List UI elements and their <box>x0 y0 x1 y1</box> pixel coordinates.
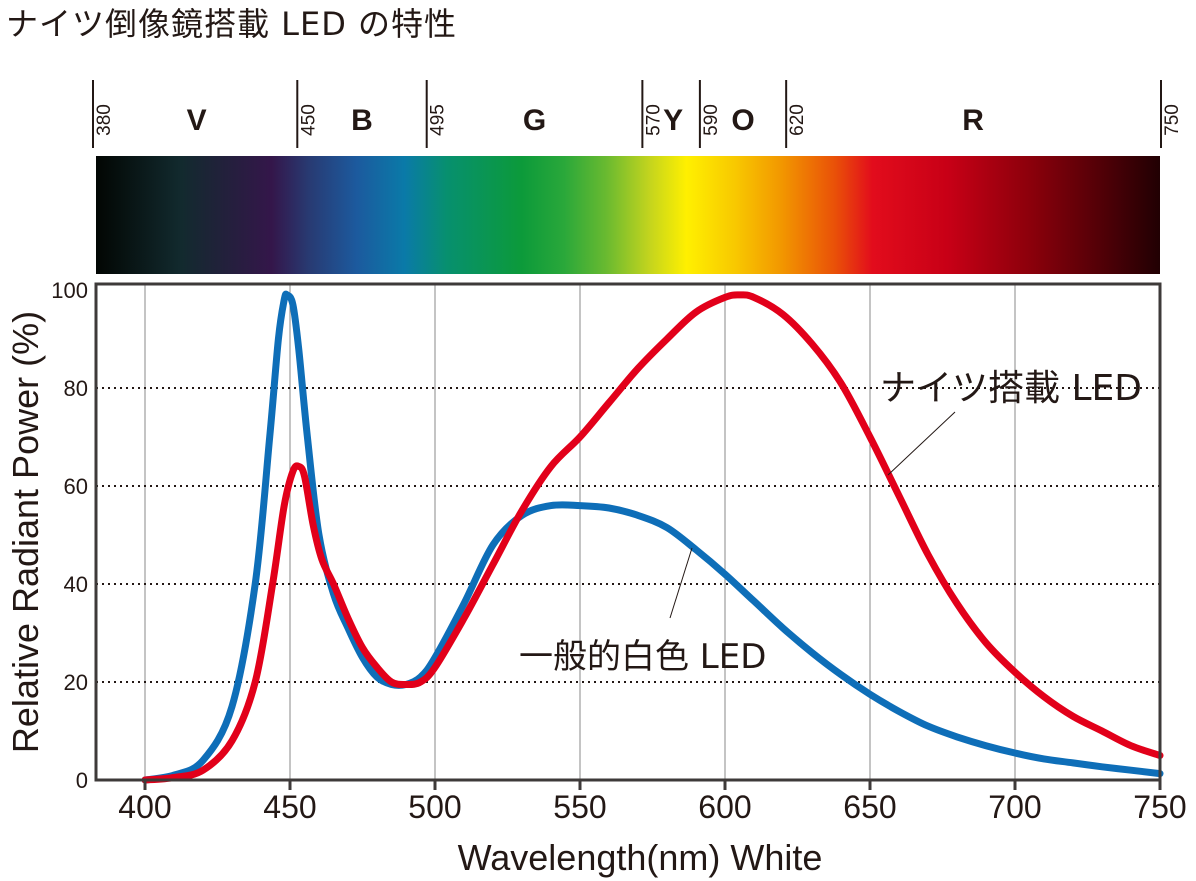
series-line-1 <box>141 290 1164 784</box>
band-letter-g: G <box>523 104 546 137</box>
axes: 400 450 500 550 600 650 700 750 0 20 40 60 80 100 Wave… <box>5 278 1187 878</box>
band-letter-b: B <box>351 104 373 137</box>
x-tick-label: 550 <box>553 789 606 825</box>
series-annotation: ナイツ搭載 LED <box>880 368 1142 409</box>
band-boundary-label: 450 <box>298 104 319 136</box>
y-tick-label: 60 <box>64 474 88 499</box>
band-boundary-label: 380 <box>94 104 115 136</box>
y-axis-label: Relative Radiant Power (%) <box>5 311 46 753</box>
x-tick-label: 450 <box>263 789 316 825</box>
series-lines <box>141 290 1164 784</box>
x-tick-label: 650 <box>843 789 896 825</box>
series-annotation: 一般的白色 LED <box>519 637 766 677</box>
y-tick-label: 40 <box>64 572 88 597</box>
band-boundary-label: 620 <box>787 104 808 136</box>
series-line-2 <box>141 291 1164 784</box>
plot-frame <box>94 282 1162 782</box>
y-tick-label: 0 <box>76 768 88 793</box>
x-tick-label: 400 <box>118 789 171 825</box>
y-tick-label: 20 <box>64 670 88 695</box>
x-tick-label: 600 <box>698 789 751 825</box>
band-boundary-label: 590 <box>701 104 722 136</box>
band-boundary-label: 495 <box>428 104 449 136</box>
annotations: ナイツ搭載 LED 一般的白色 LED <box>519 368 1142 677</box>
x-tick-label: 750 <box>1133 789 1186 825</box>
y-tick-label: 80 <box>64 376 88 401</box>
x-axis-label: Wavelength(nm) White <box>458 837 823 878</box>
spectrum-gradient <box>96 156 1160 274</box>
leader-line <box>669 547 693 619</box>
band-letter-y: Y <box>663 104 683 137</box>
chart-grid <box>96 284 1160 780</box>
band-boundary-label: 750 <box>1162 104 1183 136</box>
page-title: ナイツ倒像鏡搭載 LED の特性 <box>6 5 458 43</box>
band-letter-o: O <box>731 104 754 137</box>
band-letter-r: R <box>962 104 984 137</box>
x-tick-label: 700 <box>988 789 1041 825</box>
spectrum-band: 380 450 495 570 590 620 750 V B G Y O R <box>92 80 1183 274</box>
y-tick-label: 100 <box>51 278 88 303</box>
leader-line <box>887 411 956 476</box>
band-boundary-label: 570 <box>643 104 664 136</box>
x-tick-label: 500 <box>408 789 461 825</box>
band-letter-v: V <box>187 104 207 137</box>
